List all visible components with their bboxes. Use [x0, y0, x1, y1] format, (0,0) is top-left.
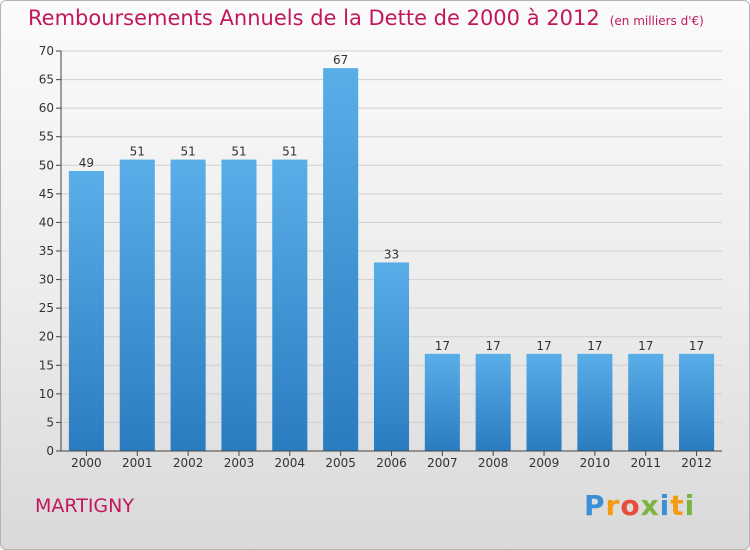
data-labels: 49 51 51 51 51 67 33 17 17 17 17 17 17 — [79, 53, 704, 353]
chart-title-text: Remboursements Annuels de la Dette de 20… — [28, 6, 600, 30]
x-tick-label: 2000 — [71, 456, 102, 470]
y-tick-label: 40 — [39, 215, 54, 229]
data-label: 17 — [638, 339, 653, 353]
y-tick-label: 15 — [39, 358, 54, 372]
x-tick-label: 2010 — [580, 456, 611, 470]
data-label: 17 — [486, 339, 501, 353]
x-tick-label: 2004 — [275, 456, 306, 470]
bar — [526, 353, 562, 451]
y-tick-label: 20 — [39, 330, 54, 344]
x-tick-label: 2006 — [376, 456, 407, 470]
y-tick-label: 25 — [39, 301, 54, 315]
y-tick-label: 50 — [39, 158, 54, 172]
data-label: 49 — [79, 156, 94, 170]
x-tick-label: 2007 — [427, 456, 458, 470]
y-tick-label: 0 — [46, 444, 54, 458]
x-tick-label: 2012 — [681, 456, 712, 470]
x-tick-label: 2009 — [529, 456, 560, 470]
chart-title: Remboursements Annuels de la Dette de 20… — [28, 6, 704, 30]
bar — [68, 171, 104, 451]
y-tick-label: 70 — [39, 44, 54, 58]
data-label: 17 — [435, 339, 450, 353]
bar — [679, 353, 715, 451]
data-label: 17 — [689, 339, 704, 353]
y-tick-label: 10 — [39, 387, 54, 401]
bar — [221, 159, 257, 452]
bar — [577, 353, 613, 451]
bar — [373, 262, 410, 451]
x-tick-label: 2011 — [630, 456, 661, 470]
y-tick-label: 45 — [39, 187, 54, 201]
data-label: 51 — [180, 145, 195, 159]
y-tick-label: 30 — [39, 273, 54, 287]
bar — [628, 353, 664, 451]
y-tick-label: 65 — [39, 73, 54, 87]
data-label: 17 — [536, 339, 551, 353]
data-label: 51 — [130, 145, 145, 159]
data-label: 51 — [282, 145, 297, 159]
chart-unit: (en milliers d'€) — [609, 14, 704, 28]
data-label: 17 — [587, 339, 602, 353]
bar — [323, 68, 359, 452]
x-tick-label: 2005 — [325, 456, 356, 470]
data-label: 33 — [384, 247, 399, 261]
data-label: 51 — [231, 145, 246, 159]
y-tick-label: 60 — [39, 101, 54, 115]
y-tick-label: 55 — [39, 130, 54, 144]
proxiti-logo: Proxiti — [584, 489, 696, 522]
x-tick-label: 2008 — [478, 456, 509, 470]
x-tick-label: 2002 — [173, 456, 204, 470]
bar — [119, 159, 155, 452]
bar — [272, 159, 308, 452]
data-label: 67 — [333, 53, 348, 67]
x-tick-label: 2003 — [224, 456, 255, 470]
y-tick-label: 35 — [39, 244, 54, 258]
y-axis-ticks: 0 5 10 15 20 25 30 35 40 45 50 55 60 65 70 — [39, 44, 61, 458]
y-tick-label: 5 — [46, 415, 54, 429]
city-name: MARTIGNY — [35, 495, 134, 517]
x-tick-label: 2001 — [122, 456, 153, 470]
bar — [424, 353, 460, 451]
x-axis-ticks: 2000 2001 2002 2003 2004 2005 2006 2007 2008 2009… — [71, 451, 712, 470]
bar — [475, 353, 511, 451]
bars — [68, 68, 715, 452]
bar — [170, 159, 206, 452]
